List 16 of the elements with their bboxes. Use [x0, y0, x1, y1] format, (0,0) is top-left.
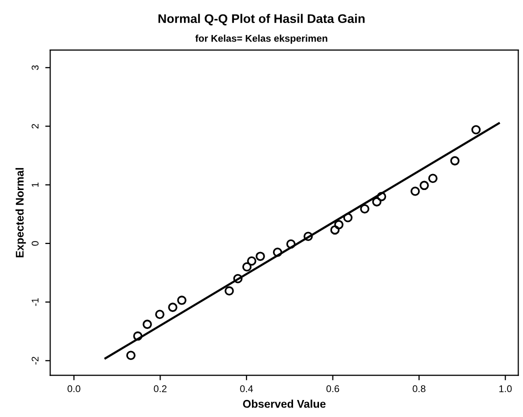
- chart-title: Normal Q-Q Plot of Hasil Data Gain: [158, 14, 365, 26]
- y-tick-label: -1: [32, 298, 38, 306]
- y-tick-label: -2: [32, 356, 38, 365]
- x-tick-label: 0.4: [240, 385, 253, 392]
- x-tick-label: 0.6: [326, 385, 340, 392]
- x-tick-label: 1.0: [499, 385, 512, 392]
- y-axis-title: Expected Normal: [16, 168, 26, 258]
- x-tick-label: 0.2: [154, 385, 166, 392]
- x-axis-title: Observed Value: [243, 400, 326, 408]
- y-tick-label: 2: [32, 124, 38, 128]
- y-tick-label: 0: [32, 241, 39, 246]
- x-tick-label: 0.0: [68, 385, 80, 392]
- x-tick-label: 0.8: [412, 385, 426, 392]
- y-tick-label: 1: [32, 182, 38, 187]
- y-tick-label: 3: [32, 65, 39, 70]
- chart-subtitle: for Kelas= Kelas eksperimen: [195, 34, 328, 44]
